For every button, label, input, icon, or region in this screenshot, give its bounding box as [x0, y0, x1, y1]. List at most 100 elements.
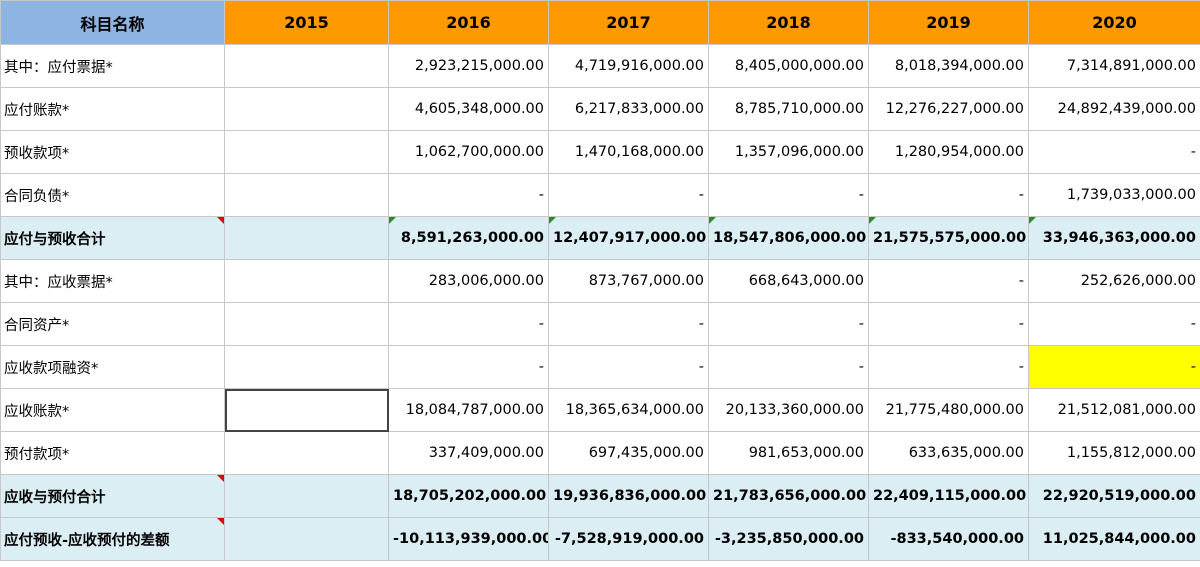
- table-row-total: 应付预收-应收预付的差额 -10,113,939,000.00 -7,528,9…: [0, 517, 1200, 561]
- value-cell[interactable]: -: [548, 345, 709, 389]
- row-label-cell[interactable]: 应收账款*: [0, 388, 225, 432]
- value-cell[interactable]: 24,892,439,000.00: [1028, 87, 1200, 131]
- value-cell[interactable]: -: [708, 173, 869, 217]
- value-cell[interactable]: 283,006,000.00: [388, 259, 549, 303]
- value-cell[interactable]: [224, 474, 389, 518]
- value-cell[interactable]: 4,719,916,000.00: [548, 44, 709, 88]
- value-cell[interactable]: -833,540,000.00: [868, 517, 1029, 561]
- value-cell[interactable]: [224, 130, 389, 174]
- value-cell[interactable]: 1,280,954,000.00: [868, 130, 1029, 174]
- value-cell[interactable]: 18,705,202,000.00: [388, 474, 549, 518]
- value-cell[interactable]: -: [1028, 302, 1200, 346]
- value-cell[interactable]: 697,435,000.00: [548, 431, 709, 475]
- value-cell[interactable]: [224, 87, 389, 131]
- row-label-cell[interactable]: 合同负债*: [0, 173, 225, 217]
- value-cell[interactable]: 19,936,836,000.00: [548, 474, 709, 518]
- value-cell[interactable]: -: [548, 173, 709, 217]
- header-cell-year[interactable]: 2020: [1028, 0, 1200, 45]
- table-row-total: 应收与预付合计 18,705,202,000.00 19,936,836,000…: [0, 474, 1200, 518]
- value-cell[interactable]: 6,217,833,000.00: [548, 87, 709, 131]
- value-cell[interactable]: 981,653,000.00: [708, 431, 869, 475]
- value-cell[interactable]: 1,470,168,000.00: [548, 130, 709, 174]
- value-cell[interactable]: -: [868, 302, 1029, 346]
- row-label-cell[interactable]: 合同资产*: [0, 302, 225, 346]
- value-cell[interactable]: -7,528,919,000.00: [548, 517, 709, 561]
- value-cell[interactable]: 12,276,227,000.00: [868, 87, 1029, 131]
- value-cell[interactable]: 7,314,891,000.00: [1028, 44, 1200, 88]
- header-cell-label[interactable]: 科目名称: [0, 0, 225, 45]
- value-cell[interactable]: -10,113,939,000.00: [388, 517, 549, 561]
- value-cell[interactable]: [224, 345, 389, 389]
- table-row: 合同资产* - - - - -: [0, 302, 1200, 346]
- value-cell[interactable]: -: [868, 345, 1029, 389]
- highlighted-value-cell[interactable]: -: [1028, 345, 1200, 389]
- row-label-cell[interactable]: 应付账款*: [0, 87, 225, 131]
- value-cell[interactable]: [224, 216, 389, 260]
- value-cell[interactable]: [224, 44, 389, 88]
- value-cell[interactable]: 11,025,844,000.00: [1028, 517, 1200, 561]
- value-cell[interactable]: 22,920,519,000.00: [1028, 474, 1200, 518]
- error-marker-icon: [389, 217, 396, 224]
- error-marker-icon: [549, 217, 556, 224]
- header-cell-year[interactable]: 2019: [868, 0, 1029, 45]
- value-cell[interactable]: 21,783,656,000.00: [708, 474, 869, 518]
- value-cell[interactable]: 1,739,033,000.00: [1028, 173, 1200, 217]
- value-cell[interactable]: 633,635,000.00: [868, 431, 1029, 475]
- value-cell[interactable]: 8,591,263,000.00: [388, 216, 549, 260]
- value-cell[interactable]: 18,365,634,000.00: [548, 388, 709, 432]
- value-cell[interactable]: 33,946,363,000.00: [1028, 216, 1200, 260]
- header-cell-year[interactable]: 2017: [548, 0, 709, 45]
- value-cell[interactable]: 1,062,700,000.00: [388, 130, 549, 174]
- table-row: 应收款项融资* - - - - -: [0, 345, 1200, 389]
- value-cell[interactable]: -: [708, 345, 869, 389]
- value-cell[interactable]: 1,155,812,000.00: [1028, 431, 1200, 475]
- value-cell[interactable]: -: [1028, 130, 1200, 174]
- value-cell[interactable]: 12,407,917,000.00: [548, 216, 709, 260]
- header-cell-year[interactable]: 2015: [224, 0, 389, 45]
- row-label-cell[interactable]: 应付与预收合计: [0, 216, 225, 260]
- value-cell[interactable]: 22,409,115,000.00: [868, 474, 1029, 518]
- value-cell[interactable]: 668,643,000.00: [708, 259, 869, 303]
- header-cell-year[interactable]: 2018: [708, 0, 869, 45]
- value-cell[interactable]: 2,923,215,000.00: [388, 44, 549, 88]
- row-label-cell[interactable]: 应收与预付合计: [0, 474, 225, 518]
- comment-marker-icon: [217, 475, 224, 482]
- selected-cell[interactable]: [224, 388, 389, 432]
- value-cell[interactable]: 21,575,575,000.00: [868, 216, 1029, 260]
- value-cell[interactable]: 20,133,360,000.00: [708, 388, 869, 432]
- value-cell[interactable]: 873,767,000.00: [548, 259, 709, 303]
- value-cell[interactable]: 8,785,710,000.00: [708, 87, 869, 131]
- value-text: 33,946,363,000.00: [1042, 230, 1196, 246]
- row-label-cell[interactable]: 其中：应付票据*: [0, 44, 225, 88]
- row-label-cell[interactable]: 预付款项*: [0, 431, 225, 475]
- value-cell[interactable]: -: [388, 302, 549, 346]
- value-cell[interactable]: -: [868, 259, 1029, 303]
- value-cell[interactable]: [224, 173, 389, 217]
- value-cell[interactable]: [224, 517, 389, 561]
- header-cell-year[interactable]: 2016: [388, 0, 549, 45]
- row-label-cell[interactable]: 应收款项融资*: [0, 345, 225, 389]
- row-label-text: 应付预收-应收预付的差额: [4, 532, 170, 549]
- value-cell[interactable]: 18,084,787,000.00: [388, 388, 549, 432]
- value-cell[interactable]: 4,605,348,000.00: [388, 87, 549, 131]
- row-label-cell[interactable]: 其中：应收票据*: [0, 259, 225, 303]
- value-cell[interactable]: -: [388, 173, 549, 217]
- row-label-cell[interactable]: 预收款项*: [0, 130, 225, 174]
- value-cell[interactable]: -3,235,850,000.00: [708, 517, 869, 561]
- value-cell[interactable]: 252,626,000.00: [1028, 259, 1200, 303]
- value-cell[interactable]: 337,409,000.00: [388, 431, 549, 475]
- value-cell[interactable]: 8,405,000,000.00: [708, 44, 869, 88]
- value-cell[interactable]: 8,018,394,000.00: [868, 44, 1029, 88]
- value-cell[interactable]: 21,512,081,000.00: [1028, 388, 1200, 432]
- value-cell[interactable]: -: [708, 302, 869, 346]
- value-cell[interactable]: 1,357,096,000.00: [708, 130, 869, 174]
- value-cell[interactable]: [224, 259, 389, 303]
- value-cell[interactable]: 18,547,806,000.00: [708, 216, 869, 260]
- value-cell[interactable]: 21,775,480,000.00: [868, 388, 1029, 432]
- value-cell[interactable]: -: [548, 302, 709, 346]
- row-label-cell[interactable]: 应付预收-应收预付的差额: [0, 517, 225, 561]
- value-cell[interactable]: -: [868, 173, 1029, 217]
- value-cell[interactable]: [224, 302, 389, 346]
- value-cell[interactable]: -: [388, 345, 549, 389]
- value-cell[interactable]: [224, 431, 389, 475]
